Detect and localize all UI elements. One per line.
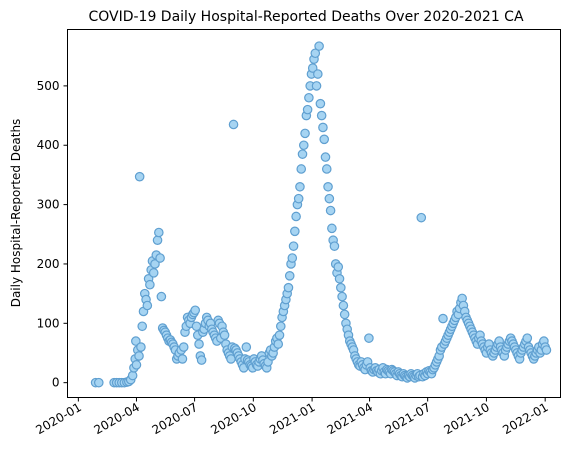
data-point bbox=[283, 282, 294, 293]
data-point bbox=[307, 63, 318, 73]
x-tick-label: 2020-07 bbox=[150, 400, 200, 437]
data-point bbox=[323, 181, 333, 192]
data-point bbox=[339, 309, 350, 320]
data-point bbox=[300, 128, 310, 139]
data-point bbox=[134, 171, 145, 182]
y-tick-label: 100 bbox=[37, 316, 60, 330]
y-tick-label: 500 bbox=[37, 79, 60, 93]
data-point bbox=[93, 377, 104, 388]
data-point bbox=[329, 241, 340, 251]
data-point bbox=[319, 134, 330, 145]
y-axis-label: Daily Hospital-Reported Deaths bbox=[9, 119, 23, 308]
y-axis-ticks: 0 100 200 300 400 500 bbox=[37, 79, 68, 390]
data-point bbox=[318, 122, 328, 133]
data-point bbox=[310, 48, 321, 59]
data-point bbox=[522, 333, 533, 343]
data-point bbox=[241, 342, 252, 352]
data-point bbox=[290, 226, 300, 237]
data-point bbox=[336, 282, 346, 293]
data-point bbox=[137, 321, 148, 332]
data-point bbox=[177, 354, 188, 364]
data-point bbox=[274, 330, 285, 340]
data-point bbox=[131, 336, 141, 346]
data-point bbox=[416, 212, 427, 223]
data-point bbox=[293, 193, 304, 204]
x-tick-label: 2021-07 bbox=[383, 400, 433, 437]
data-point bbox=[438, 313, 448, 324]
x-tick-label: 2021-04 bbox=[325, 400, 375, 437]
data-point bbox=[145, 279, 155, 290]
data-point bbox=[273, 339, 284, 349]
data-point bbox=[150, 259, 160, 269]
chart-title: COVID-19 Daily Hospital-Reported Deaths … bbox=[88, 9, 523, 25]
data-point bbox=[287, 253, 298, 263]
data-point bbox=[338, 300, 349, 311]
data-point bbox=[178, 342, 189, 352]
data-point bbox=[324, 193, 335, 204]
data-point bbox=[131, 360, 142, 370]
x-tick-label: 2020-01 bbox=[33, 400, 83, 437]
data-point bbox=[337, 291, 347, 302]
x-tick-label: 2020-10 bbox=[208, 400, 258, 437]
x-tick-label: 2021-01 bbox=[267, 400, 317, 437]
data-point bbox=[302, 104, 313, 115]
data-point bbox=[296, 164, 307, 174]
data-point bbox=[316, 110, 327, 121]
data-point bbox=[298, 140, 309, 151]
data-point bbox=[288, 241, 299, 251]
y-tick-label: 200 bbox=[37, 257, 60, 271]
data-point bbox=[311, 81, 322, 91]
data-point bbox=[325, 205, 336, 216]
data-point bbox=[320, 152, 331, 162]
y-tick-label: 0 bbox=[52, 376, 60, 390]
data-points bbox=[90, 41, 552, 388]
data-point bbox=[142, 300, 153, 311]
data-point bbox=[321, 164, 332, 174]
data-point bbox=[228, 119, 239, 130]
data-point bbox=[334, 273, 345, 284]
data-point bbox=[152, 235, 163, 246]
data-point bbox=[196, 355, 207, 365]
x-axis-ticks: 2020-01 2020-04 2020-07 2020-10 2021-01 2021-… bbox=[33, 397, 551, 437]
y-tick-label: 400 bbox=[37, 138, 60, 152]
data-point bbox=[275, 321, 286, 332]
data-point bbox=[284, 271, 295, 281]
data-point bbox=[134, 351, 144, 361]
data-point bbox=[190, 305, 201, 316]
data-point bbox=[314, 41, 324, 51]
data-point bbox=[364, 333, 374, 343]
data-point bbox=[291, 211, 301, 222]
data-point bbox=[136, 342, 146, 352]
data-point bbox=[327, 223, 337, 234]
x-tick-label: 2021-10 bbox=[441, 400, 491, 437]
data-point bbox=[304, 92, 314, 103]
data-point bbox=[333, 262, 344, 272]
x-tick-label: 2022-01 bbox=[500, 400, 550, 437]
x-tick-label: 2020-04 bbox=[92, 400, 142, 437]
data-point bbox=[155, 253, 165, 263]
data-point bbox=[297, 149, 308, 159]
y-tick-label: 300 bbox=[37, 198, 60, 212]
data-point bbox=[194, 339, 204, 349]
data-point bbox=[315, 98, 326, 109]
data-point bbox=[295, 181, 305, 192]
plot-area bbox=[67, 29, 561, 398]
data-point bbox=[148, 268, 159, 278]
data-point bbox=[156, 291, 167, 302]
data-point bbox=[154, 227, 164, 238]
data-point bbox=[313, 69, 323, 79]
data-point bbox=[219, 330, 230, 340]
data-point bbox=[127, 370, 138, 381]
data-point bbox=[541, 345, 552, 355]
